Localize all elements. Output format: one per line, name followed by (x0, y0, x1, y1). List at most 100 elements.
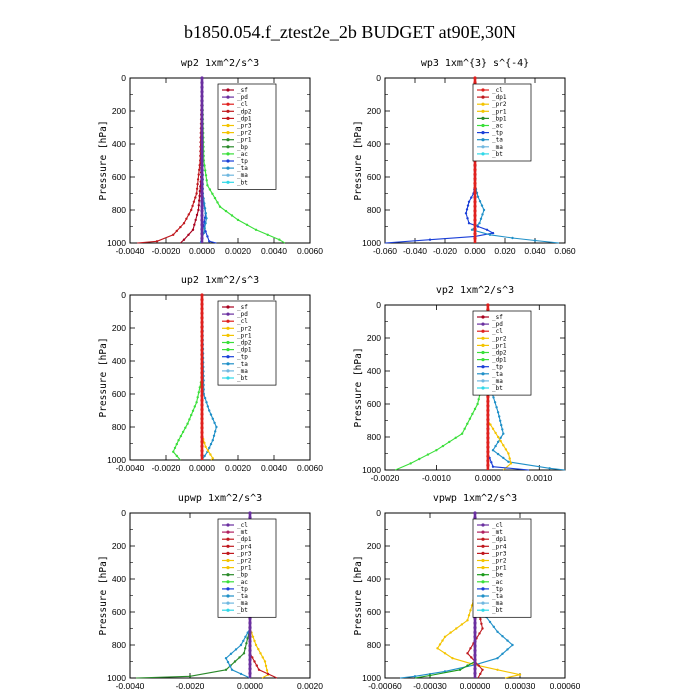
x-tick-label: 0.0000 (475, 473, 501, 483)
series-point-dp1 (257, 668, 261, 671)
series-point-cl (248, 671, 252, 675)
series-point-ta (533, 239, 537, 242)
series-point-ta (488, 233, 492, 236)
x-tick-label: -0.060 (373, 246, 397, 256)
series-point-cl (200, 449, 204, 453)
legend-marker (481, 386, 485, 390)
series-point-cl (486, 445, 490, 449)
legend-label: _dp1 (492, 536, 507, 543)
series-point-pr1 (263, 660, 267, 663)
y-tick-label: 800 (367, 640, 381, 650)
series-point-cl (200, 293, 204, 297)
x-tick-label: 0.00060 (550, 681, 581, 691)
legend-label: _dp1 (492, 357, 507, 364)
legend-marker (481, 537, 485, 541)
series-point-cl (248, 667, 252, 671)
series-point-cl (248, 658, 252, 662)
series-point-ta (478, 200, 482, 203)
series-point-cl (486, 427, 490, 431)
series-point-pr1 (203, 441, 206, 445)
series-point-pd (200, 113, 204, 117)
series-point-bp (233, 660, 237, 663)
series-point-cl (486, 454, 490, 458)
legend-label: _dp1 (237, 347, 252, 354)
legend-label: _dp1 (237, 115, 252, 122)
series-point-cl (200, 398, 204, 402)
series-point-dp1 (196, 178, 200, 181)
y-tick-label: 600 (112, 389, 126, 399)
series-point-pr1 (209, 453, 212, 456)
series-point-ta (470, 228, 474, 231)
series-point-dp2 (187, 233, 190, 236)
series-point-ta (209, 413, 213, 416)
series-point-pr1 (265, 669, 269, 672)
series-point-ta (205, 401, 208, 404)
legend-marker (226, 537, 230, 541)
legend-marker (481, 336, 485, 340)
series-point-cl (473, 195, 477, 199)
series-point-pr1 (518, 673, 522, 676)
series-point-bp (244, 647, 247, 650)
legend-label: _sf (237, 304, 248, 311)
series-point-cl (200, 430, 204, 435)
legend-marker (226, 558, 230, 563)
series-point-cl (473, 648, 477, 653)
series-point-dp2 (195, 213, 199, 217)
legend-label: _pr2 (492, 558, 507, 565)
legend-label: _bp (237, 144, 248, 151)
legend-label: _ma (237, 600, 248, 607)
legend-label: _dp2 (492, 350, 507, 357)
series-point-ta (214, 430, 217, 433)
legend-marker (226, 369, 230, 373)
series-point-pr1 (466, 619, 469, 622)
x-tick-label: 0.020 (494, 246, 516, 256)
series-point-ta (491, 449, 495, 452)
series-point-ta (502, 456, 505, 460)
series-point-pr1 (253, 639, 256, 643)
series-point-dp1 (186, 422, 189, 425)
series-point-ta (476, 195, 480, 198)
series-point-cl (200, 380, 204, 384)
series-point-dp1 (255, 664, 258, 667)
series-point-pr1 (491, 427, 495, 430)
series-point-ta (228, 664, 232, 668)
series-point-dp1 (481, 627, 484, 630)
legend-label: _bt (237, 179, 248, 186)
series-point-pd (200, 94, 204, 98)
series-point-dp1 (468, 417, 472, 420)
legend-label: _cl (237, 522, 248, 529)
legend-marker (226, 152, 230, 156)
series-point-pd (200, 204, 204, 208)
y-tick-label: 400 (112, 139, 126, 149)
series-point-cl (486, 303, 490, 307)
series-point-bp (242, 652, 246, 655)
series-point-cl (200, 417, 204, 421)
series-point-dp1 (172, 450, 175, 453)
series-point-dp1 (181, 430, 185, 434)
series-point-tp (467, 222, 471, 225)
series-point-dp1 (195, 187, 199, 190)
series-point-cl (486, 413, 490, 417)
legend-label: _sf (492, 314, 503, 321)
series-point-pr1 (470, 604, 474, 607)
legend-label: _ta (492, 137, 503, 144)
series-point-pd (200, 140, 204, 144)
series-point-pr1 (502, 444, 505, 447)
series-point-dp1 (179, 225, 182, 229)
series-point-pd (200, 117, 204, 121)
series-point-pr1 (509, 462, 513, 465)
legend-marker (481, 343, 485, 347)
series-point-pr1 (257, 647, 260, 651)
y-tick-label: 400 (367, 139, 381, 149)
legend-marker (226, 116, 230, 120)
series-point-pd (200, 200, 204, 204)
series-point-cl (248, 516, 252, 520)
y-tick-label: 600 (367, 607, 381, 617)
series-point-cl (200, 334, 204, 338)
y-tick-label: 400 (367, 574, 381, 584)
legend-label: _pr3 (237, 550, 252, 557)
x-tick-label: 0.0040 (261, 246, 287, 256)
x-tick-label: 0.0020 (225, 463, 251, 473)
series-point-pd (200, 136, 204, 140)
x-tick-label: 0.0060 (297, 246, 323, 256)
